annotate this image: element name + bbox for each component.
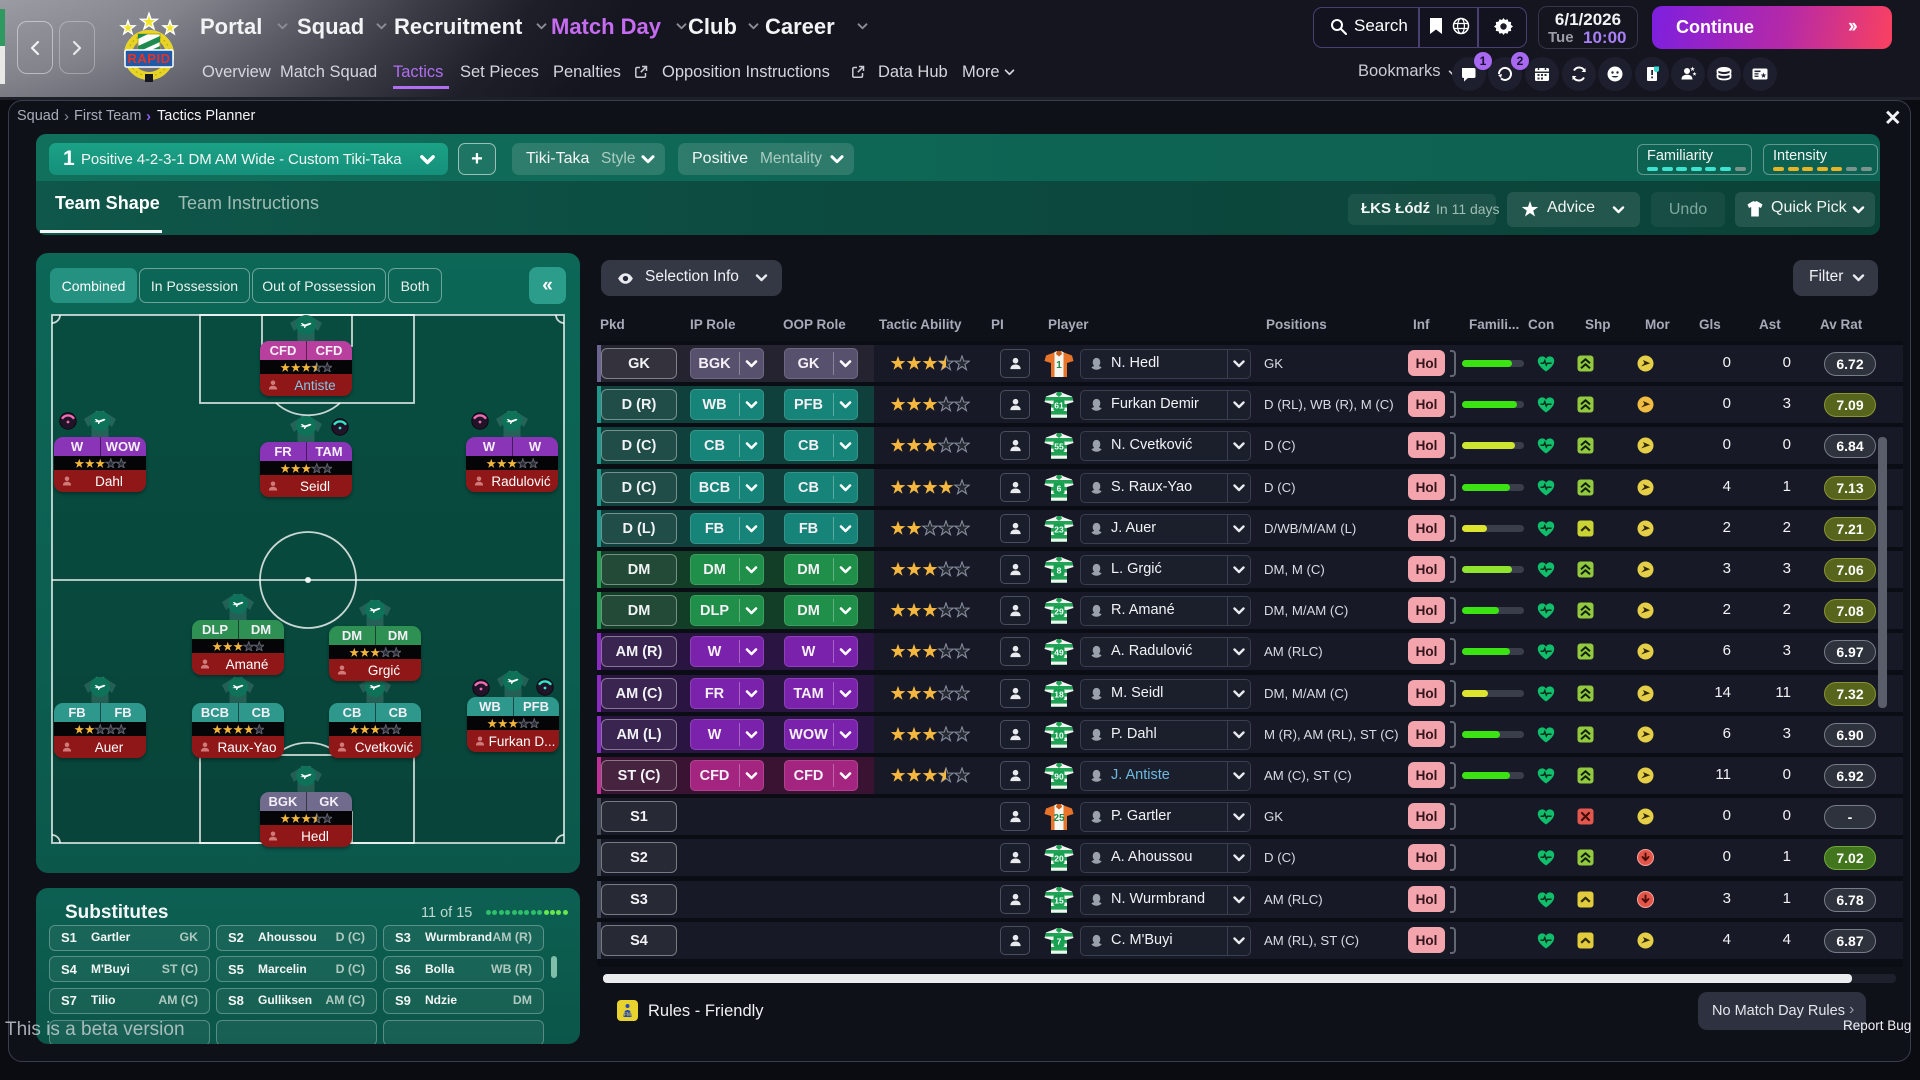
svg-text:90: 90 — [1054, 772, 1064, 782]
svg-text:8: 8 — [1057, 566, 1062, 576]
svg-text:1: 1 — [1056, 360, 1062, 371]
svg-text:20: 20 — [1054, 854, 1064, 864]
svg-text:FM: FM — [624, 1012, 631, 1018]
svg-text:18: 18 — [1054, 690, 1064, 700]
svg-text:15: 15 — [1054, 896, 1064, 906]
svg-text:10: 10 — [1054, 731, 1064, 741]
svg-text:RAPID: RAPID — [128, 51, 171, 66]
svg-text:55: 55 — [1054, 442, 1064, 452]
svg-text:6: 6 — [1057, 484, 1062, 494]
svg-text:23: 23 — [1054, 525, 1064, 535]
svg-text:29: 29 — [1054, 607, 1064, 617]
svg-text:25: 25 — [1053, 813, 1065, 824]
svg-text:61: 61 — [1054, 401, 1064, 411]
svg-text:7: 7 — [1057, 937, 1062, 947]
svg-text:49: 49 — [1054, 648, 1064, 658]
